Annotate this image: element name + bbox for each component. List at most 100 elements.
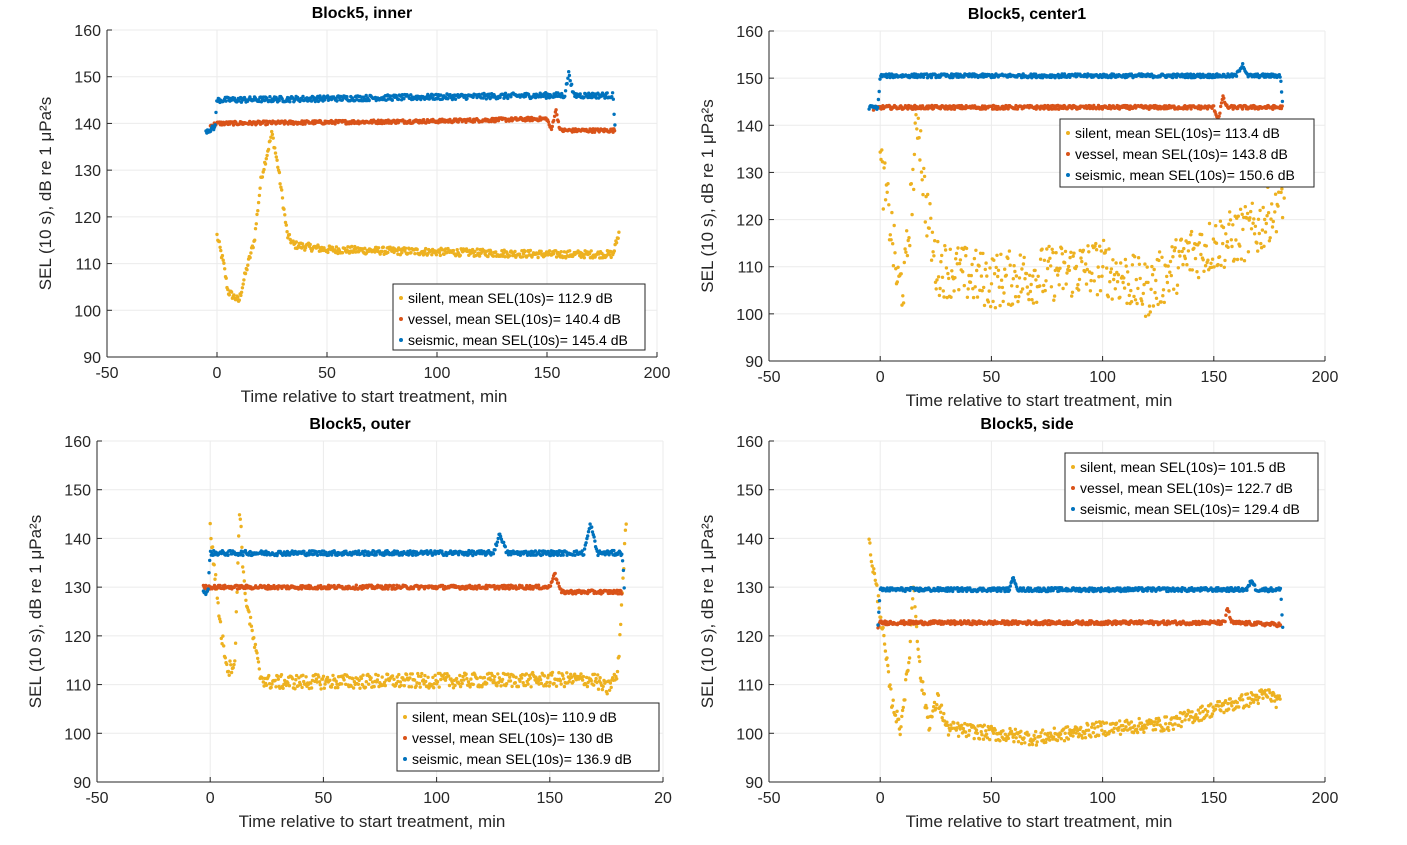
data-point-silent: [1174, 246, 1177, 249]
data-point-silent: [514, 676, 517, 679]
data-point-silent: [1013, 270, 1016, 273]
data-point-seismic: [504, 92, 507, 95]
data-point-silent: [1221, 242, 1224, 245]
data-point-silent: [271, 133, 274, 136]
data-point-silent: [1146, 281, 1149, 284]
data-point-silent: [258, 194, 261, 197]
legend-marker-seismic: [403, 757, 407, 761]
data-point-silent: [256, 657, 259, 660]
data-point-silent: [1069, 251, 1072, 254]
data-point-silent: [281, 196, 284, 199]
data-point-silent: [246, 264, 249, 267]
data-point-vessel: [552, 119, 555, 122]
data-point-silent: [228, 659, 231, 662]
data-point-silent: [1189, 233, 1192, 236]
data-point-silent: [1129, 289, 1132, 292]
data-point-silent: [426, 676, 429, 679]
data-point-silent: [285, 230, 288, 233]
data-point-silent: [229, 663, 232, 666]
data-point-silent: [883, 161, 886, 164]
data-point-silent: [560, 682, 563, 685]
data-point-silent: [970, 274, 973, 277]
data-point-silent: [234, 642, 237, 645]
data-point-silent: [1172, 288, 1175, 291]
series-silent: [867, 538, 1281, 747]
subplot-title: Block5, outer: [309, 416, 410, 433]
data-point-silent: [615, 241, 618, 244]
data-point-silent: [945, 266, 948, 269]
data-point-vessel: [355, 584, 358, 587]
y-axis-label: SEL (10 s), dB re 1 μPa²s: [26, 515, 45, 708]
data-point-silent: [1090, 272, 1093, 275]
data-point-silent: [1202, 270, 1205, 273]
data-point-silent: [913, 153, 916, 156]
data-point-silent: [882, 634, 885, 637]
y-tick-label: 110: [75, 257, 101, 274]
data-point-silent: [1035, 301, 1038, 304]
data-point-silent: [1249, 210, 1252, 213]
data-point-silent: [946, 272, 949, 275]
data-point-silent: [1061, 252, 1064, 255]
legend-entry-silent: silent, mean SEL(10s)= 110.9 dB: [412, 709, 617, 725]
data-point-silent: [613, 249, 616, 252]
data-point-silent: [465, 677, 468, 680]
data-point-silent: [911, 597, 914, 600]
data-point-silent: [1241, 228, 1244, 231]
data-point-silent: [963, 284, 966, 287]
data-point-silent: [364, 686, 367, 689]
data-point-silent: [1214, 224, 1217, 227]
data-point-silent: [996, 275, 999, 278]
data-point-silent: [1042, 284, 1045, 287]
x-tick-label: 100: [423, 790, 450, 807]
data-point-silent: [251, 629, 254, 632]
data-point-silent: [1222, 226, 1225, 229]
data-point-silent: [1230, 245, 1233, 248]
data-point-silent: [1212, 265, 1215, 268]
data-point-silent: [1028, 274, 1031, 277]
data-point-silent: [930, 259, 933, 262]
data-point-silent: [609, 681, 612, 684]
data-point-silent: [517, 685, 520, 688]
data-point-silent: [953, 276, 956, 279]
data-point-silent: [1061, 287, 1064, 290]
legend-marker-vessel: [399, 317, 403, 321]
data-point-silent: [590, 249, 593, 252]
data-point-silent: [418, 682, 421, 685]
data-point-silent: [1157, 259, 1160, 262]
data-point-silent: [1080, 260, 1083, 263]
data-point-seismic: [612, 98, 615, 101]
data-point-silent: [483, 676, 486, 679]
data-point-silent: [1056, 273, 1059, 276]
data-point-silent: [262, 168, 265, 171]
data-point-silent: [1121, 281, 1124, 284]
data-point-silent: [399, 680, 402, 683]
data-point-silent: [1031, 274, 1034, 277]
x-tick-label: -50: [95, 365, 118, 382]
data-point-silent: [264, 162, 267, 165]
data-point-silent: [1170, 274, 1173, 277]
data-point-silent: [499, 684, 502, 687]
data-point-silent: [1086, 244, 1089, 247]
data-point-silent: [1067, 265, 1070, 268]
data-point-seismic: [224, 99, 227, 102]
data-point-silent: [910, 606, 913, 609]
data-point-silent: [565, 671, 568, 674]
series-vessel: [209, 108, 617, 134]
data-point-silent: [438, 251, 441, 254]
data-point-vessel: [1212, 104, 1215, 107]
data-point-silent: [216, 601, 219, 604]
data-point-silent: [1052, 299, 1055, 302]
data-point-seismic: [922, 76, 925, 79]
data-point-seismic: [564, 89, 567, 92]
data-point-silent: [1237, 215, 1240, 218]
data-point-seismic: [207, 571, 210, 574]
data-point-silent: [1046, 267, 1049, 270]
data-point-silent: [1027, 298, 1030, 301]
data-point-silent: [328, 679, 331, 682]
data-point-silent: [242, 278, 245, 281]
data-point-silent: [903, 247, 906, 250]
data-point-seismic: [397, 98, 400, 101]
data-point-silent: [1136, 287, 1139, 290]
data-point-silent: [900, 272, 903, 275]
